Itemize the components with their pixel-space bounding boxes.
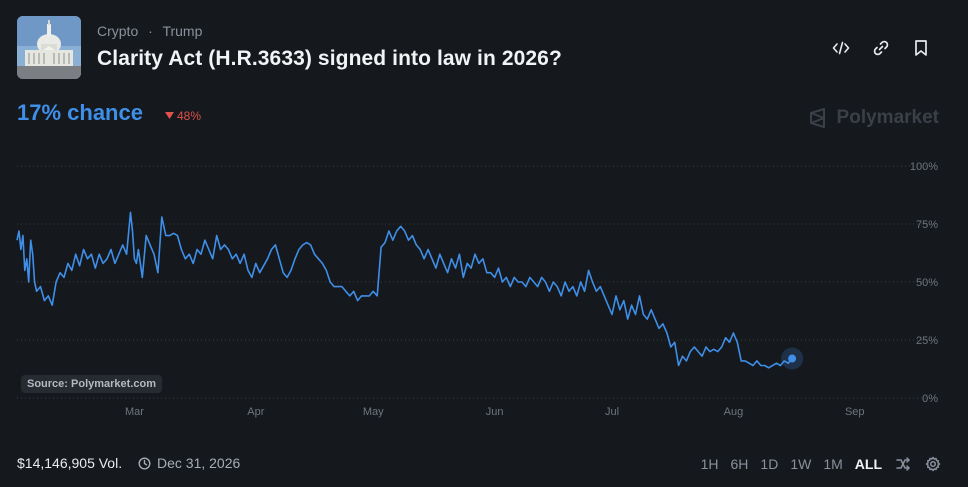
x-tick-label: Jul [605, 406, 619, 418]
change-value: 48% [177, 109, 202, 123]
breadcrumb: Crypto · Trump [97, 23, 202, 39]
subcategory-link[interactable]: Trump [162, 23, 203, 39]
x-tick-label: Sep [845, 406, 865, 418]
header-actions [830, 37, 932, 59]
bookmark-icon[interactable] [910, 37, 932, 59]
range-1w[interactable]: 1W [790, 456, 812, 472]
y-tick-label: 75% [916, 219, 938, 231]
source-label: Source: Polymarket.com [21, 375, 162, 393]
current-point-marker [788, 354, 797, 363]
price-chart[interactable]: 100% 75% 50% 25% 0% Mar Apr May Jun Jul Aug Sep [0, 150, 968, 420]
range-1d[interactable]: 1D [760, 456, 779, 472]
link-icon[interactable] [870, 37, 892, 59]
change-indicator: 48% [165, 109, 201, 123]
brand-name: Polymarket [836, 107, 939, 128]
price-line [16, 211, 793, 369]
x-tick-label: Jun [486, 406, 504, 418]
y-tick-label: 100% [910, 161, 938, 173]
x-tick-label: Aug [724, 406, 744, 418]
down-triangle-icon [165, 112, 174, 119]
clock-icon [138, 457, 151, 469]
range-1m[interactable]: 1M [823, 456, 843, 472]
polymarket-logo-icon [809, 108, 825, 128]
embed-icon[interactable] [830, 37, 852, 59]
range-6h[interactable]: 6H [730, 456, 749, 472]
chance-value: 17% chance [17, 100, 143, 125]
category-link[interactable]: Crypto [97, 23, 139, 39]
volume: $14,146,905 Vol. [17, 455, 123, 471]
y-tick-label: 50% [916, 277, 938, 289]
y-tick-label: 0% [922, 393, 938, 405]
range-all[interactable]: ALL [854, 456, 882, 472]
polymarket-logo: Polymarket [807, 107, 939, 129]
shuffle-icon[interactable] [894, 455, 912, 473]
breadcrumb-separator: · [148, 23, 153, 39]
market-title: Clarity Act (H.R.3633) signed into law i… [97, 47, 562, 70]
x-tick-label: Mar [125, 406, 144, 418]
x-tick-label: May [363, 406, 384, 418]
settings-gear-icon[interactable] [924, 455, 942, 473]
market-thumbnail [17, 16, 81, 79]
end-date-label: Dec 31, 2026 [157, 455, 241, 471]
y-tick-label: 25% [916, 335, 938, 347]
time-range-selector: 1H 6H 1D 1W 1M ALL [701, 455, 942, 473]
x-tick-label: Apr [247, 406, 264, 418]
range-1h[interactable]: 1H [700, 456, 719, 472]
end-date: Dec 31, 2026 [138, 455, 240, 471]
